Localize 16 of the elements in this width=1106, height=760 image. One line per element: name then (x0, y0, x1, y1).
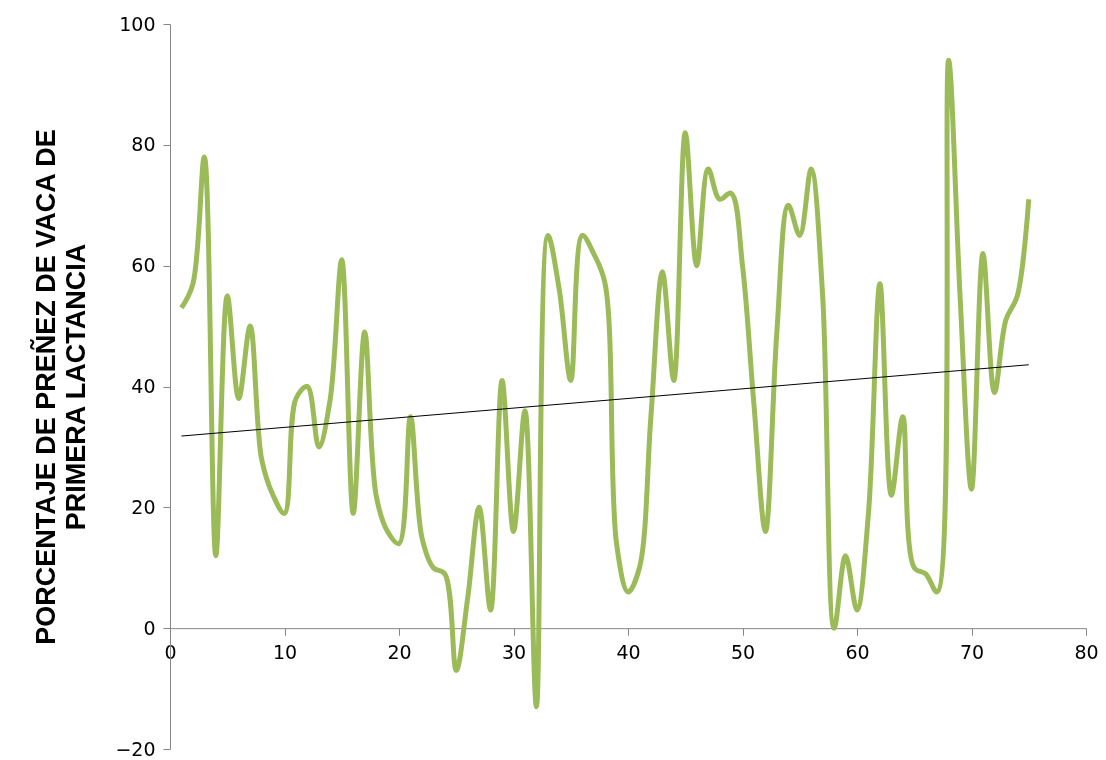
x-tick-label: 40 (616, 640, 641, 663)
y-tick-label: 0 (143, 616, 156, 639)
y-axis-title: PORCENTAJE DE PREÑEZ DE VACA DE PRIMERA LACTANCIA (30, 129, 92, 645)
y-tick-label: −20 (115, 737, 156, 760)
y-tick-label: 100 (119, 12, 156, 35)
x-tick-label: 30 (501, 640, 527, 663)
y-tick-label: 20 (131, 495, 156, 518)
x-tick-label: 50 (730, 640, 756, 663)
x-tick-label: 60 (845, 640, 870, 663)
x-tick-label: 80 (1074, 640, 1099, 663)
y-tick-label: 40 (131, 375, 156, 397)
x-tick-label: 20 (387, 640, 412, 663)
y-tick-label: 80 (131, 133, 156, 156)
x-tick-label: 10 (272, 640, 298, 663)
y-tick-label: 60 (131, 254, 156, 277)
x-tick-label: 70 (959, 640, 985, 663)
